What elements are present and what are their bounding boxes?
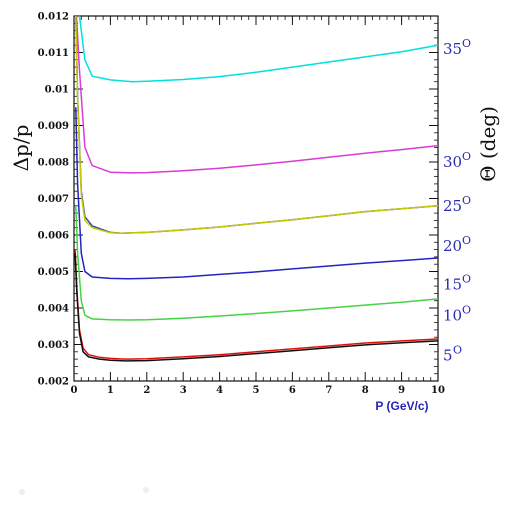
angle-label: 10 O — [443, 303, 471, 324]
y-tick-label: 0.005 — [38, 267, 69, 278]
angle-label-degree: O — [462, 37, 471, 50]
y-tick-label: 0.012 — [38, 12, 69, 23]
x-tick-label: 7 — [325, 385, 332, 396]
y-tick-label: 0.004 — [38, 304, 69, 315]
angle-label-value: 30 — [443, 153, 462, 171]
y-axis-title: Δp/p — [9, 125, 33, 172]
series-line-8 — [74, 253, 439, 362]
series-lines — [74, 15, 439, 362]
series-line-1 — [78, 15, 439, 83]
x-tick-label: 3 — [180, 385, 187, 396]
x-tick-label: 8 — [362, 385, 369, 396]
y-tick-label: 0.006 — [38, 231, 69, 242]
y-tick-label: 0.002 — [38, 377, 69, 388]
x-tick-labels: 0 1 2 3 4 5 6 7 8 9 10 — [71, 385, 445, 396]
angle-label-degree: O — [453, 343, 462, 356]
y-tick-label: 0.003 — [38, 340, 69, 351]
angle-label-value: 20 — [443, 237, 462, 255]
x-tick-label: 10 — [431, 385, 445, 396]
angle-label-value: 5 — [443, 346, 453, 364]
angle-label-value: 15 — [443, 275, 462, 293]
angle-label-value: 35 — [443, 40, 462, 58]
y-tick-labels: 0.002 0.003 0.004 0.005 0.006 0.007 0.008 0.009… — [38, 12, 69, 388]
x-tick-label: 0 — [71, 385, 78, 396]
angle-label-degree: O — [462, 194, 471, 207]
angle-labels: 35 O30 O25 O20 O15 O10 O5 O — [443, 37, 471, 365]
x-tick-label: 5 — [253, 385, 260, 396]
angle-label-value: 25 — [443, 197, 462, 215]
angle-label-degree: O — [462, 234, 471, 247]
x-tick-label: 9 — [398, 385, 405, 396]
angle-label: 25 O — [443, 194, 471, 215]
speck — [19, 489, 25, 495]
angle-label: 35 O — [443, 37, 471, 58]
x-tick-label: 6 — [289, 385, 296, 396]
y-tick-label: 0.011 — [38, 48, 69, 59]
y-tick-label: 0.007 — [38, 194, 69, 205]
angle-label-degree: O — [462, 303, 471, 316]
series-line-2 — [75, 15, 439, 174]
angle-label: 15 O — [443, 272, 471, 293]
y2-axis-title: Θ (deg) — [476, 106, 500, 182]
angle-label-degree: O — [462, 150, 471, 163]
speck — [143, 487, 149, 493]
series-line-6 — [75, 205, 439, 321]
y-tick-label: 0.009 — [38, 121, 69, 132]
angle-label-value: 10 — [443, 306, 462, 324]
series-line-4 — [75, 15, 439, 234]
y-tick-label: 0.01 — [45, 85, 69, 96]
angle-label-degree: O — [462, 272, 471, 285]
x-axis-title: P (GeV/c) — [375, 399, 428, 413]
angle-label: 30 O — [443, 150, 471, 171]
series-line-5 — [75, 107, 439, 280]
x-tick-label: 1 — [107, 385, 114, 396]
y-tick-label: 0.008 — [38, 158, 69, 169]
angle-label: 20 O — [443, 234, 471, 255]
x-tick-label: 4 — [216, 385, 223, 396]
x-tick-label: 2 — [143, 385, 150, 396]
